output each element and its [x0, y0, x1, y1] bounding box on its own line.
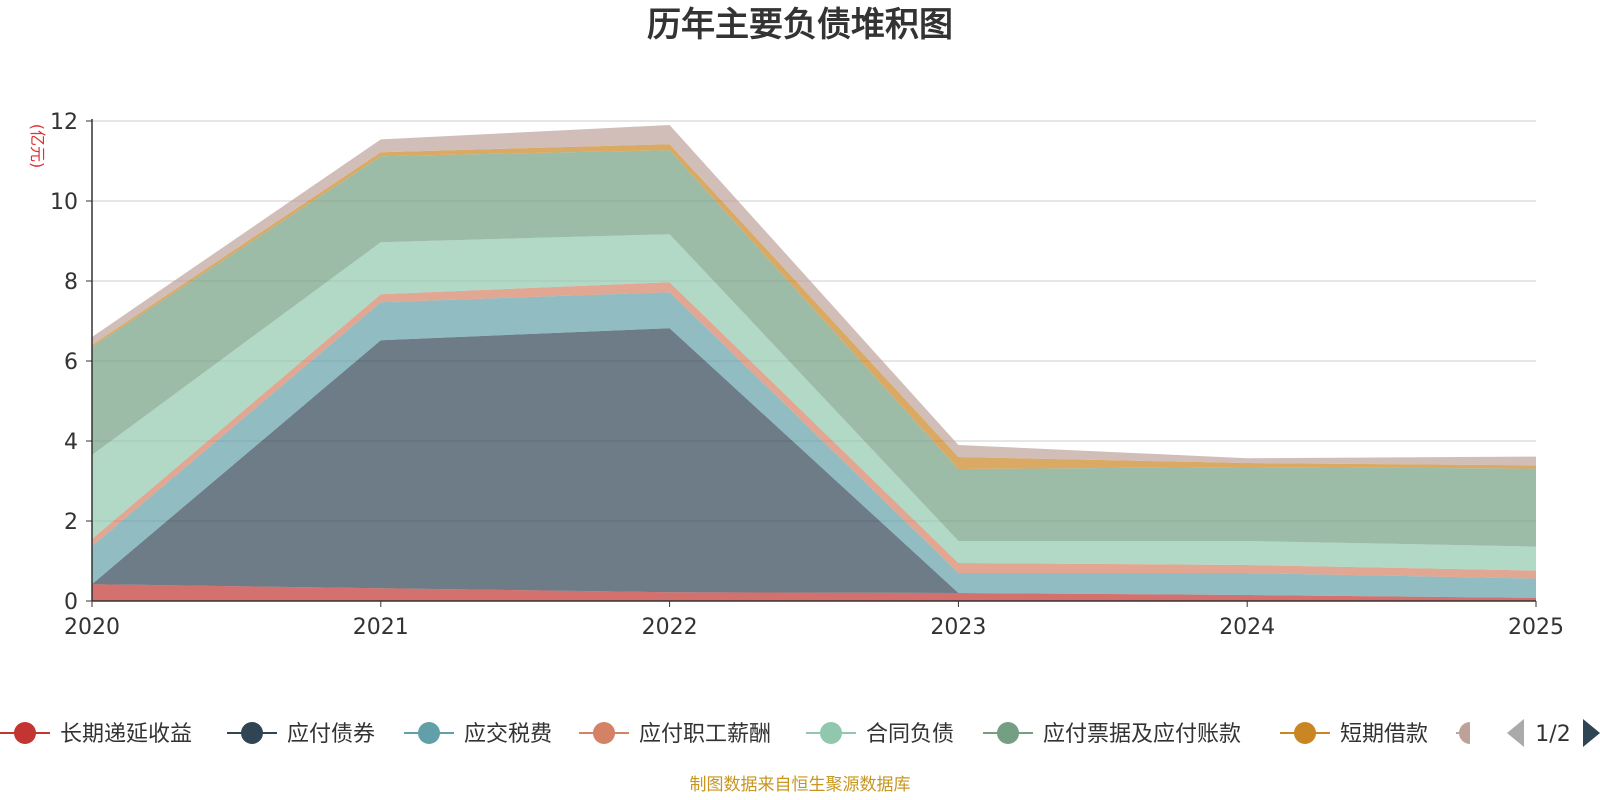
x-tick-label: 2024	[1219, 615, 1275, 640]
y-tick-label: 2	[64, 510, 78, 535]
y-axis-unit: (亿元)	[28, 124, 47, 169]
area-series-7	[92, 125, 1536, 466]
legend-item[interactable]: 长期递延收益	[0, 722, 192, 747]
source-note: 制图数据来自恒生聚源数据库	[690, 775, 911, 795]
legend: 长期递延收益 应付债券 应交税费 应付职工薪酬 合同负债 应付票据及应付账款 短期借款 1/2	[0, 719, 1600, 747]
y-tick-label: 0	[64, 590, 78, 615]
legend-label: 应付票据及应付账款	[1043, 722, 1241, 747]
area-series-1	[92, 328, 1536, 598]
y-tick-label: 12	[50, 110, 78, 135]
legend-marker	[14, 722, 36, 744]
area-series-5	[92, 150, 1536, 547]
chart-title: 历年主要负债堆积图	[647, 5, 953, 45]
legend-item[interactable]: 合同负债	[806, 722, 954, 747]
area-series-0	[92, 584, 1536, 601]
area-series-3	[92, 282, 1536, 579]
legend-marker	[241, 722, 263, 744]
legend-page-indicator: 1/2	[1535, 722, 1570, 747]
y-tick-label: 8	[64, 270, 78, 295]
x-tick-label: 2022	[642, 615, 698, 640]
legend-item[interactable]: 应付债券	[227, 722, 375, 747]
x-tick-label: 2021	[353, 615, 409, 640]
x-tick-label: 2023	[930, 615, 986, 640]
x-tick-label: 2020	[64, 615, 120, 640]
legend-marker	[820, 722, 842, 744]
legend-item[interactable]: 短期借款	[1280, 722, 1428, 747]
x-tick-label: 2025	[1508, 615, 1564, 640]
legend-marker	[418, 722, 440, 744]
legend-marker	[1294, 722, 1316, 744]
y-tick-label: 4	[64, 430, 78, 455]
legend-marker	[593, 722, 615, 744]
legend-item[interactable]: 应付职工薪酬	[579, 722, 771, 747]
legend-marker	[1459, 722, 1470, 744]
legend-label: 长期递延收益	[60, 722, 192, 747]
area-series-6	[92, 144, 1536, 469]
legend-next-page-icon[interactable]	[1583, 719, 1600, 747]
legend-marker	[997, 722, 1019, 744]
legend-label: 应付债券	[287, 722, 375, 747]
legend-item-partial[interactable]	[1456, 722, 1470, 744]
legend-item[interactable]: 应付票据及应付账款	[983, 722, 1241, 747]
legend-label: 应付职工薪酬	[639, 722, 771, 747]
area-series	[92, 125, 1536, 601]
legend-item[interactable]: 应交税费	[404, 722, 552, 747]
y-tick-label: 6	[64, 350, 78, 375]
y-tick-label: 10	[50, 190, 78, 215]
area-series-4	[92, 234, 1536, 571]
axes: 0 2 4 6 8 10 12 2020 2021 2022 2023 2024 2025	[50, 110, 1564, 640]
legend-label: 短期借款	[1340, 722, 1428, 747]
legend-label: 合同负债	[866, 722, 954, 747]
legend-label: 应交税费	[464, 722, 552, 747]
legend-prev-page-icon[interactable]	[1507, 719, 1524, 747]
area-series-2	[92, 292, 1536, 598]
